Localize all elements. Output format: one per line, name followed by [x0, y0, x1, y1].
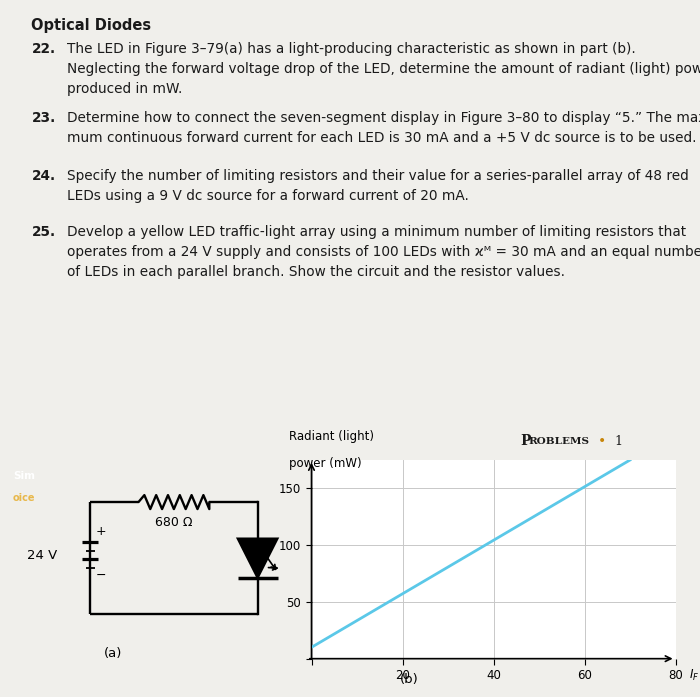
Text: (a): (a) [104, 647, 122, 660]
Text: 24 V: 24 V [27, 549, 57, 562]
Text: Specify the number of limiting resistors and their value for a series-parallel a: Specify the number of limiting resistors… [67, 169, 689, 183]
Text: 22.: 22. [32, 42, 55, 56]
Text: Determine how to connect the seven-segment display in Figure 3–80 to display “5.: Determine how to connect the seven-segme… [67, 111, 700, 125]
Text: 1: 1 [614, 435, 622, 448]
Text: Optical Diodes: Optical Diodes [32, 18, 152, 33]
Text: mum continuous forward current for each LED is 30 mA and a +5 V dc source is to : mum continuous forward current for each … [67, 130, 697, 144]
Text: 680 Ω: 680 Ω [155, 516, 193, 529]
Text: 24.: 24. [32, 169, 55, 183]
Text: LEDs using a 9 V dc source for a forward current of 20 mA.: LEDs using a 9 V dc source for a forward… [67, 189, 469, 203]
Text: ROBLEMS: ROBLEMS [528, 437, 589, 446]
Text: power (mW): power (mW) [288, 457, 361, 470]
Text: •: • [598, 434, 606, 448]
Text: oice: oice [13, 493, 35, 503]
Text: produced in mW.: produced in mW. [67, 82, 183, 95]
Text: P: P [520, 434, 531, 448]
Text: 23.: 23. [32, 111, 56, 125]
Text: 25.: 25. [32, 225, 55, 239]
Text: Neglecting the forward voltage drop of the LED, determine the amount of radiant : Neglecting the forward voltage drop of t… [67, 61, 700, 75]
Text: (b): (b) [400, 673, 419, 686]
Text: $I_F$ (mA): $I_F$ (mA) [689, 666, 700, 682]
Text: operates from a 24 V supply and consists of 100 LEDs with ϰᴹ = 30 mA and an equa: operates from a 24 V supply and consists… [67, 245, 700, 259]
Polygon shape [237, 539, 278, 578]
Text: +: + [96, 525, 106, 538]
Text: of LEDs in each parallel branch. Show the circuit and the resistor values.: of LEDs in each parallel branch. Show th… [67, 266, 566, 279]
Text: The LED in Figure 3–79(a) has a light-producing characteristic as shown in part : The LED in Figure 3–79(a) has a light-pr… [67, 42, 636, 56]
Text: −: − [96, 569, 106, 583]
Text: Develop a yellow LED traffic-light array using a minimum number of limiting resi: Develop a yellow LED traffic-light array… [67, 225, 687, 239]
Text: Radiant (light): Radiant (light) [288, 430, 374, 443]
Text: Sim: Sim [13, 471, 35, 481]
